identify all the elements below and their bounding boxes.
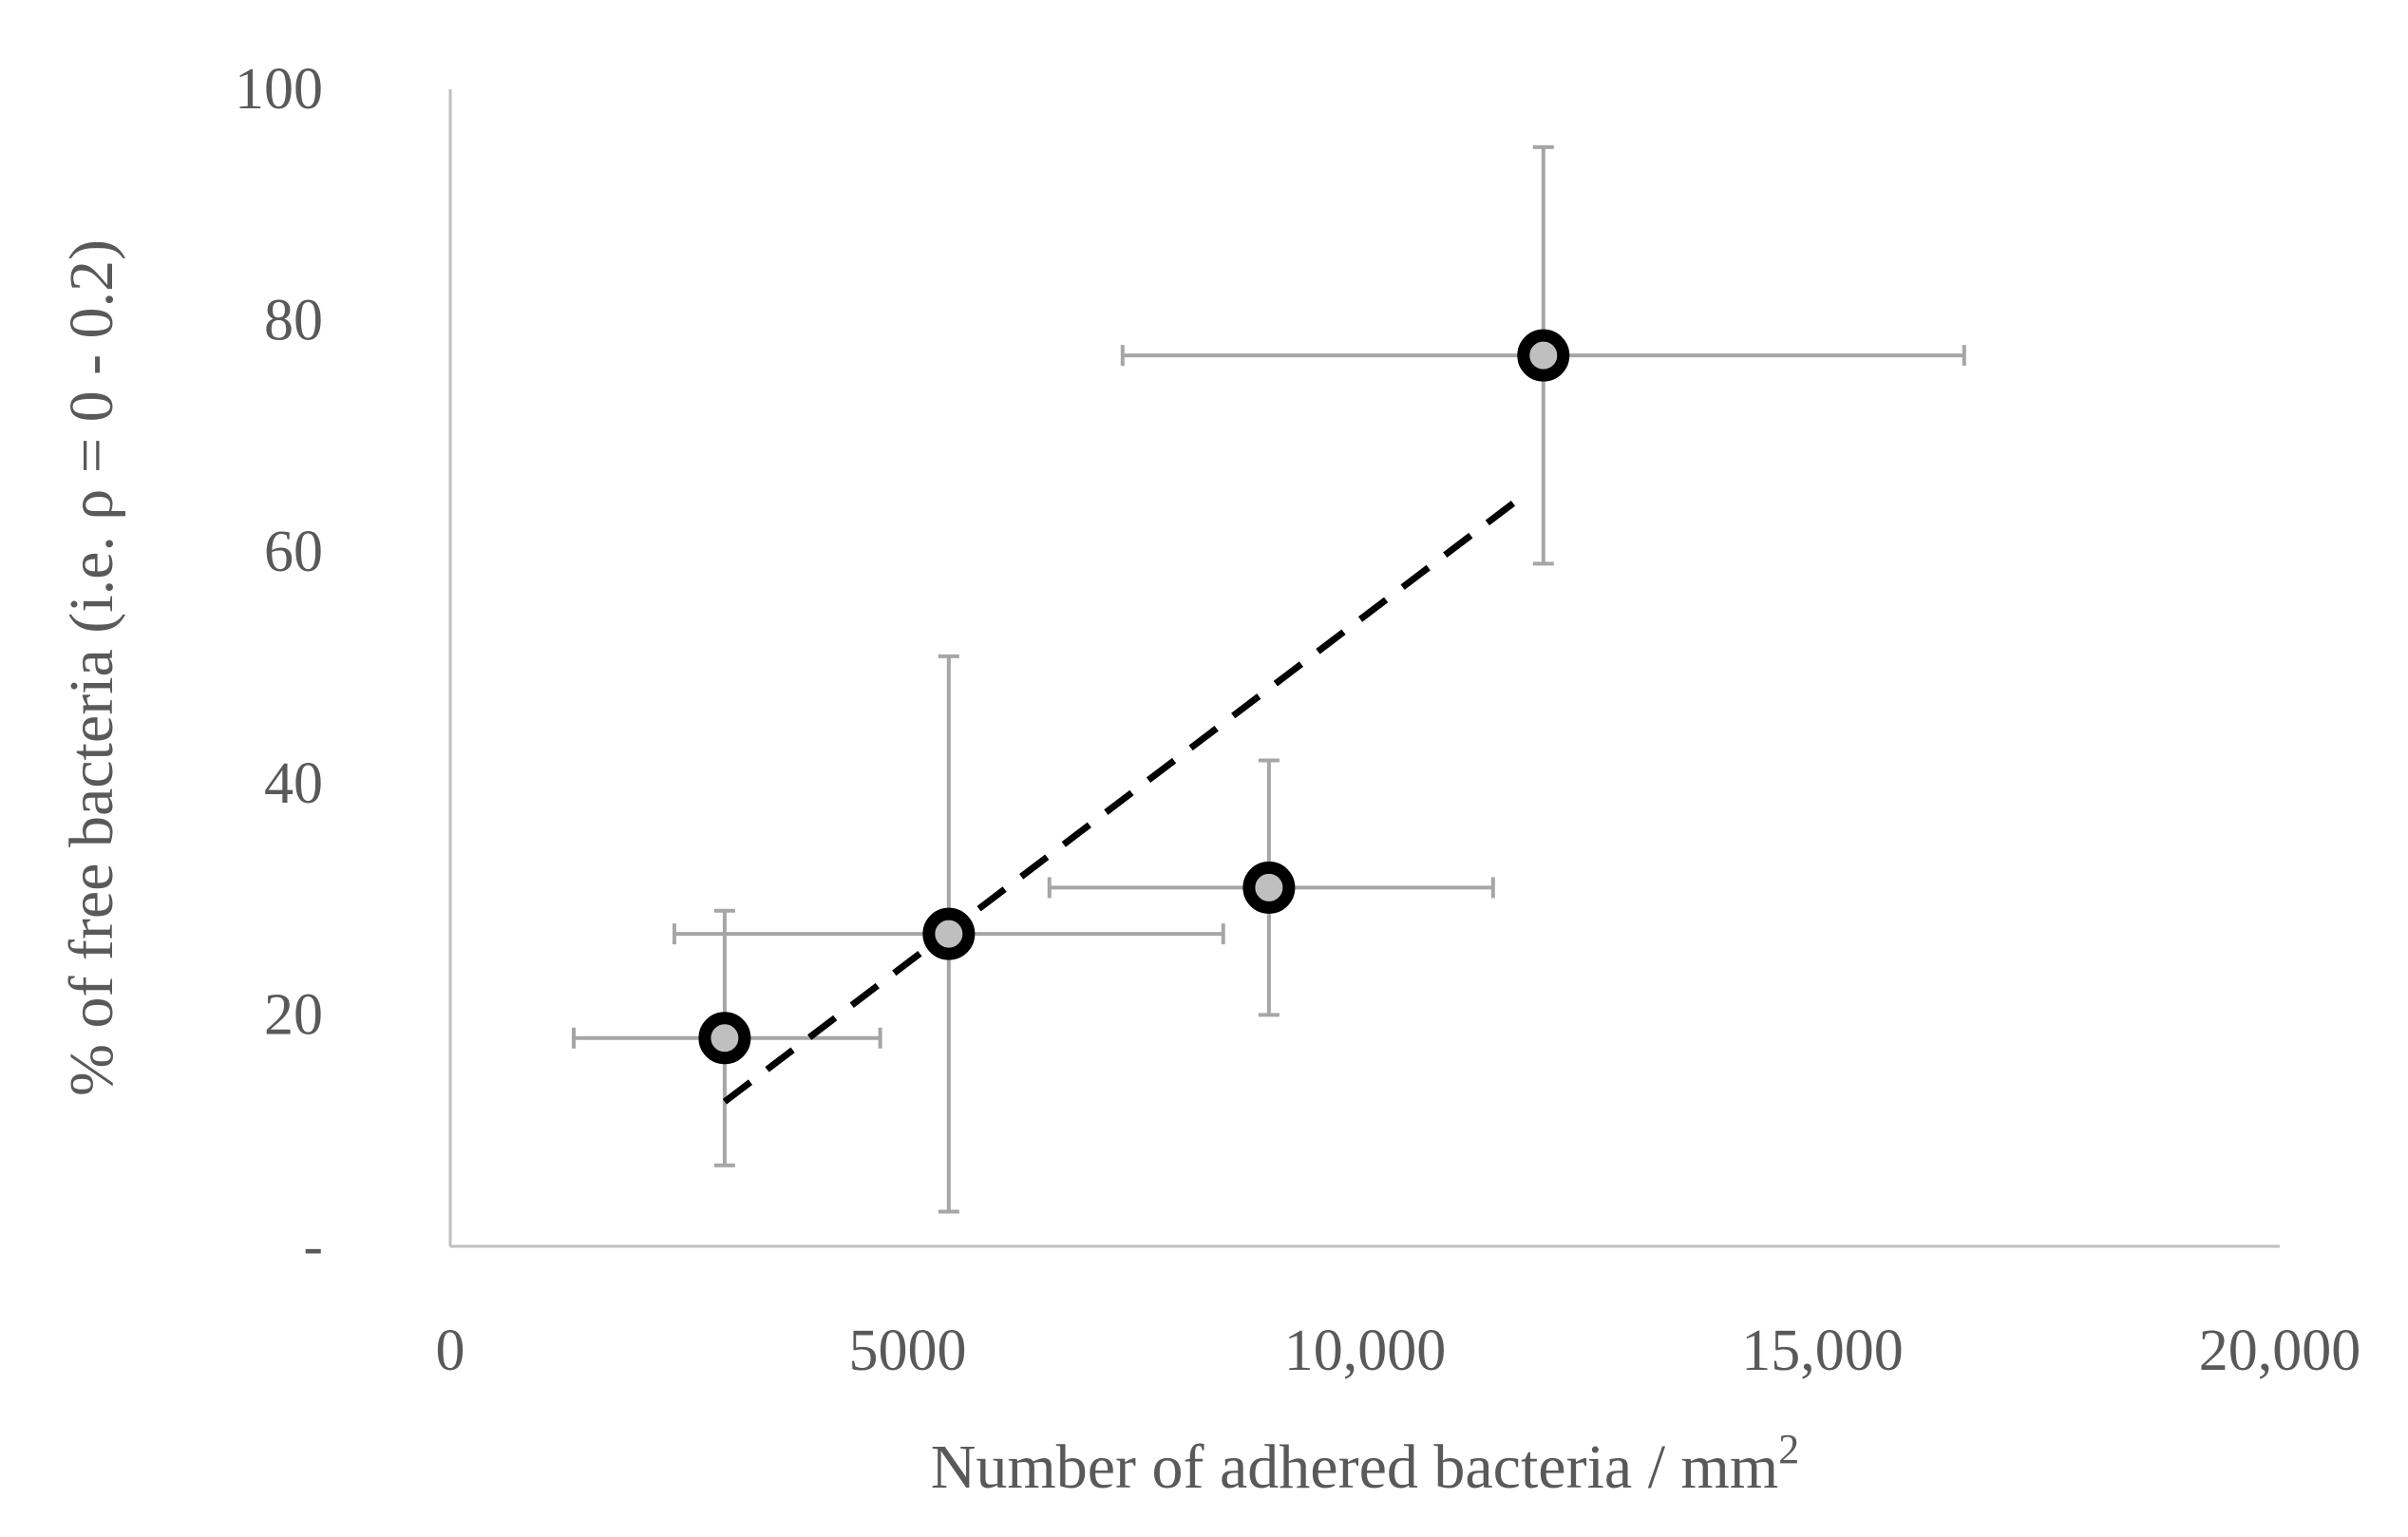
y-tick-label: 60 [264, 520, 323, 584]
x-tick-label: 15,000 [1741, 1319, 1904, 1383]
data-points [698, 329, 1570, 1065]
y-tick-labels: - 20 40 60 80 100 [235, 57, 323, 1279]
x-tick-label: 5000 [849, 1319, 967, 1383]
error-bars [572, 144, 1966, 1214]
y-tick-label: 100 [235, 57, 323, 122]
data-point [922, 907, 976, 960]
x-axis-title-superscript: 2 [1778, 1426, 1799, 1472]
y-tick-label: 40 [264, 751, 323, 816]
data-point [1517, 329, 1570, 382]
x-tick-label: 0 [436, 1319, 465, 1383]
x-tick-label: 20,000 [2199, 1319, 2361, 1383]
data-point [698, 1012, 751, 1065]
y-tick-label: 80 [264, 289, 323, 353]
x-tick-label: 10,000 [1284, 1319, 1447, 1383]
y-axis-title: % of free bacteria (i.e. ρ = 0 - 0.2) [57, 239, 126, 1096]
y-tick-label: - [303, 1214, 323, 1279]
y-tick-label: 20 [264, 982, 323, 1047]
x-tick-labels: 0 5000 10,000 15,000 20,000 [436, 1319, 2361, 1383]
trendline [722, 491, 1527, 1105]
data-point [1242, 861, 1296, 914]
x-axis-title: Number of adhered bacteria / mm2 [931, 1426, 1799, 1502]
